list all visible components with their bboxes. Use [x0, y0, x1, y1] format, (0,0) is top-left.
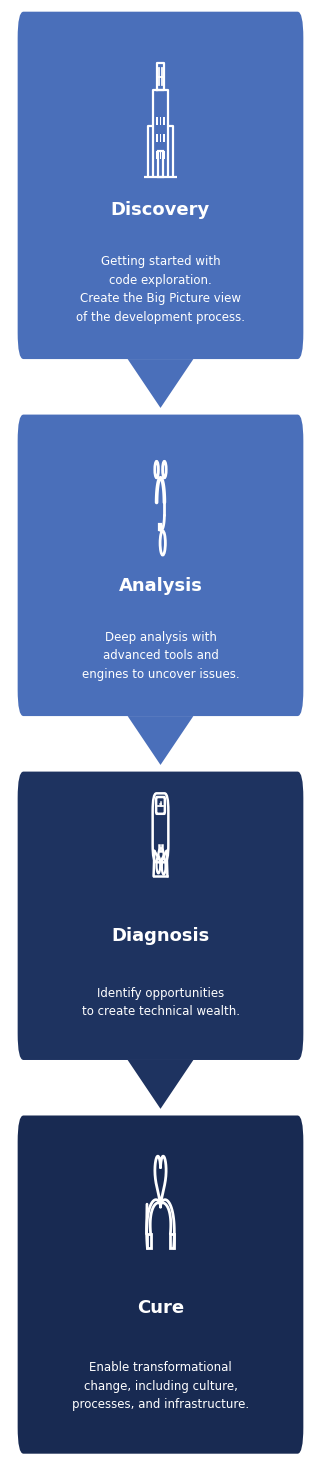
Bar	[156, 150, 158, 159]
Polygon shape	[128, 1061, 193, 1109]
FancyBboxPatch shape	[18, 415, 303, 716]
Bar	[159, 524, 161, 530]
Text: Discovery: Discovery	[111, 200, 210, 219]
Text: Deep analysis with
advanced tools and
engines to uncover issues.: Deep analysis with advanced tools and en…	[82, 631, 239, 681]
Bar	[156, 117, 158, 126]
FancyBboxPatch shape	[18, 12, 303, 359]
Text: Diagnosis: Diagnosis	[111, 926, 210, 945]
Text: Identify opportunities
to create technical wealth.: Identify opportunities to create technic…	[82, 986, 239, 1018]
Text: Analysis: Analysis	[118, 577, 203, 596]
FancyBboxPatch shape	[18, 771, 303, 1061]
Bar	[163, 134, 165, 142]
Polygon shape	[128, 716, 193, 766]
Text: Cure: Cure	[137, 1299, 184, 1318]
FancyBboxPatch shape	[18, 1116, 303, 1454]
Bar	[170, 1235, 174, 1248]
Bar	[163, 117, 165, 126]
Text: Enable transformational
change, including culture,
processes, and infrastructure: Enable transformational change, includin…	[72, 1362, 249, 1411]
Bar	[160, 117, 161, 126]
Polygon shape	[128, 359, 193, 408]
Bar	[160, 134, 161, 142]
Bar	[156, 134, 158, 142]
Bar	[160, 150, 161, 159]
Bar	[147, 1235, 151, 1248]
Text: Getting started with
code exploration.
Create the Big Picture view
of the develo: Getting started with code exploration. C…	[76, 256, 245, 324]
Bar	[163, 150, 165, 159]
